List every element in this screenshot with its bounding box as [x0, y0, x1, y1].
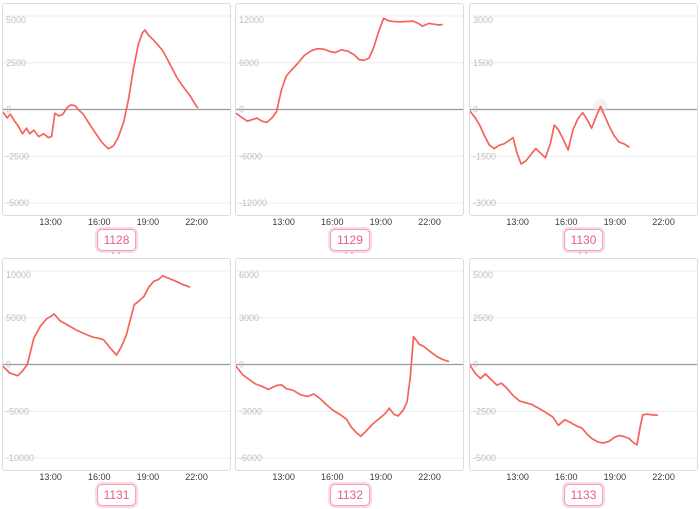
x-tick-label: 22:00 [185, 472, 208, 482]
chart-panel[interactable]: 5000 2500 0 -2500 -5000 [469, 258, 698, 471]
slump-graph[interactable]: 6000 3000 0 -3000 -6000 [236, 259, 463, 470]
chart-panel[interactable]: 3000 1500 0 -1500 -3000 [469, 3, 698, 216]
y-tick-label: 12000 [239, 15, 264, 25]
y-tick-label: 0 [473, 105, 478, 115]
y-tick-label: 10000 [6, 270, 31, 280]
y-tick-label: 6000 [239, 270, 259, 280]
slump-line [470, 364, 659, 446]
chart-cell-1131: 10000 5000 0 -5000 -10000 1131 13:00 16:00 19:… [0, 255, 233, 509]
x-tick-label: 19:00 [603, 217, 627, 227]
x-tick-label: 22:00 [652, 472, 675, 482]
y-tick-label: -5000 [473, 453, 496, 463]
y-tick-label: 1500 [473, 58, 493, 68]
y-tick-label: -5000 [6, 406, 29, 416]
x-tick-label: 16:00 [555, 217, 578, 227]
x-tick-label: 16:00 [555, 472, 578, 482]
y-tick-label: 0 [6, 105, 11, 115]
chart-panel[interactable]: 12000 6000 0 -6000 -12000 [235, 3, 464, 216]
x-tick-label: 22:00 [418, 472, 441, 482]
x-tick-label: 16:00 [88, 217, 111, 227]
slump-line [236, 17, 443, 124]
x-tick-label: 19:00 [136, 217, 160, 227]
y-tick-label: 6000 [239, 58, 259, 68]
y-tick-label: 0 [6, 360, 11, 370]
y-tick-label: -6000 [239, 151, 262, 161]
x-tick-label: 19:00 [369, 217, 393, 227]
y-tick-label: -10000 [6, 453, 34, 463]
y-tick-label: -3000 [239, 406, 262, 416]
y-tick-label: -1500 [473, 151, 496, 161]
y-tick-label: 5000 [6, 313, 26, 323]
chart-cell-1129: 12000 6000 0 -6000 -12000 1129 13:00 16:00 19:… [233, 0, 467, 255]
y-tick-label: 0 [239, 105, 244, 115]
x-tick-label: 13:00 [506, 472, 529, 482]
slump-graph[interactable]: 10000 5000 0 -5000 -10000 [3, 259, 230, 470]
x-tick-label: 13:00 [39, 472, 62, 482]
chart-panel[interactable]: 5000 2500 0 -2500 -5000 [2, 3, 231, 216]
machine-number-badge[interactable]: 1131 [96, 484, 137, 507]
y-tick-label: 3000 [473, 15, 493, 25]
y-tick-label: 2500 [473, 313, 493, 323]
y-tick-label: 5000 [6, 15, 26, 25]
y-tick-label: -2500 [6, 151, 29, 161]
machine-number-badge[interactable]: 1128 [96, 229, 137, 252]
machine-number-badge[interactable]: 1133 [563, 484, 604, 507]
x-tick-label: 22:00 [185, 217, 208, 227]
y-tick-label: -5000 [6, 198, 29, 208]
x-tick-label: 13:00 [39, 217, 62, 227]
chart-cell-1128: 5000 2500 0 -2500 -5000 1128 13:00 16:00 19:00… [0, 0, 233, 255]
chart-cell-1132: 6000 3000 0 -3000 -6000 1132 13:00 16:00 19:00… [233, 255, 467, 509]
x-tick-label: 16:00 [321, 472, 344, 482]
y-tick-label: -12000 [239, 198, 267, 208]
slump-line [236, 335, 450, 438]
slump-line [470, 105, 630, 165]
x-tick-label: 13:00 [506, 217, 529, 227]
x-tick-label: 16:00 [88, 472, 111, 482]
x-tick-label: 19:00 [136, 472, 160, 482]
x-tick-label: 16:00 [321, 217, 344, 227]
y-tick-label: 5000 [473, 270, 493, 280]
x-tick-label: 22:00 [652, 217, 675, 227]
y-tick-label: 3000 [239, 313, 259, 323]
x-tick-label: 19:00 [369, 472, 393, 482]
slump-line [3, 29, 199, 150]
slump-line [3, 274, 191, 377]
x-tick-label: 19:00 [603, 472, 627, 482]
chart-cell-1130: 3000 1500 0 -1500 -3000 1130 13:00 16:00 19:00… [467, 0, 700, 255]
x-tick-label: 13:00 [272, 472, 295, 482]
x-tick-label: 22:00 [418, 217, 441, 227]
chart-panel[interactable]: 10000 5000 0 -5000 -10000 [2, 258, 231, 471]
y-tick-label: -6000 [239, 453, 262, 463]
machine-number-badge[interactable]: 1129 [330, 229, 370, 252]
x-tick-label: 13:00 [272, 217, 295, 227]
chart-cell-1133: 5000 2500 0 -2500 -5000 1133 13:00 16:00 19:00… [467, 255, 700, 509]
slump-graph[interactable]: 12000 6000 0 -6000 -12000 [236, 4, 463, 215]
y-tick-label: 2500 [6, 58, 26, 68]
y-tick-label: 0 [239, 360, 244, 370]
machine-number-badge[interactable]: 1130 [563, 229, 604, 252]
y-tick-label: 0 [473, 360, 478, 370]
slump-graph[interactable]: 5000 2500 0 -2500 -5000 [3, 4, 230, 215]
slump-graph[interactable]: 5000 2500 0 -2500 -5000 [470, 259, 697, 470]
chart-panel[interactable]: 6000 3000 0 -3000 -6000 [235, 258, 464, 471]
y-tick-label: -3000 [473, 198, 496, 208]
machine-number-badge[interactable]: 1132 [330, 484, 370, 507]
slump-graph[interactable]: 3000 1500 0 -1500 -3000 [470, 4, 697, 215]
y-tick-label: -2500 [473, 406, 496, 416]
